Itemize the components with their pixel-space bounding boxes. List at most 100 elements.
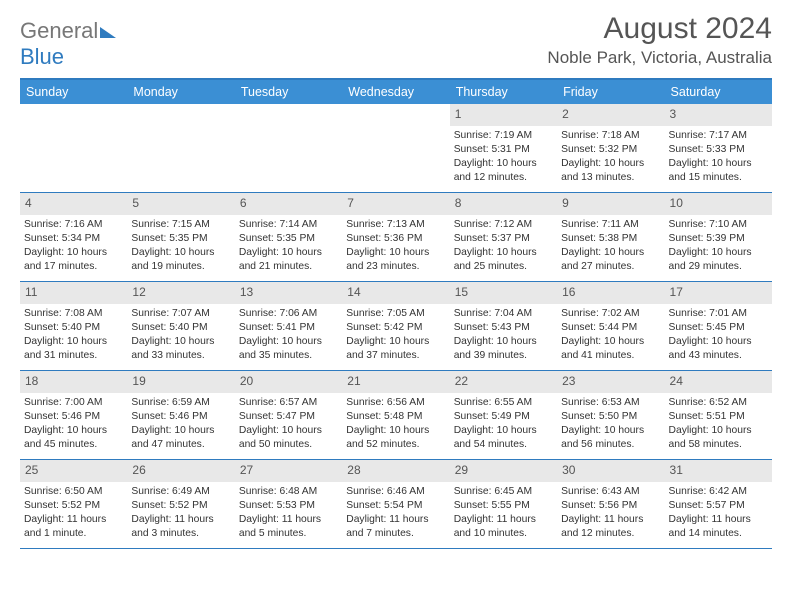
logo-text: General Blue [20, 18, 116, 70]
day-number: 3 [665, 104, 772, 126]
day-content: Sunrise: 6:59 AMSunset: 5:46 PMDaylight:… [131, 396, 230, 452]
sunrise-text: Sunrise: 6:45 AM [454, 485, 553, 498]
day-number: 16 [557, 282, 664, 304]
sunrise-text: Sunrise: 7:07 AM [131, 307, 230, 320]
daylight-text: Daylight: 11 hours and 1 minute. [24, 513, 123, 540]
sunrise-text: Sunrise: 7:05 AM [346, 307, 445, 320]
day-number: 19 [127, 371, 234, 393]
sunset-text: Sunset: 5:56 PM [561, 499, 660, 512]
daylight-text: Daylight: 10 hours and 31 minutes. [24, 335, 123, 362]
sunset-text: Sunset: 5:36 PM [346, 232, 445, 245]
day-content: Sunrise: 7:19 AMSunset: 5:31 PMDaylight:… [454, 129, 553, 185]
calendar: SundayMondayTuesdayWednesdayThursdayFrid… [20, 78, 772, 549]
day-cell: 12Sunrise: 7:07 AMSunset: 5:40 PMDayligh… [127, 282, 234, 370]
sunrise-text: Sunrise: 7:08 AM [24, 307, 123, 320]
sunset-text: Sunset: 5:34 PM [24, 232, 123, 245]
daylight-text: Daylight: 10 hours and 25 minutes. [454, 246, 553, 273]
day-number: 7 [342, 193, 449, 215]
day-content: Sunrise: 7:10 AMSunset: 5:39 PMDaylight:… [669, 218, 768, 274]
day-cell: 7 Sunrise: 7:13 AMSunset: 5:36 PMDaylight… [342, 193, 449, 281]
daylight-text: Daylight: 10 hours and 41 minutes. [561, 335, 660, 362]
day-content: Sunrise: 7:18 AMSunset: 5:32 PMDaylight:… [561, 129, 660, 185]
day-cell: 11Sunrise: 7:08 AMSunset: 5:40 PMDayligh… [20, 282, 127, 370]
day-cell: 4Sunrise: 7:16 AMSunset: 5:34 PMDaylight… [20, 193, 127, 281]
day-cell: 29 Sunrise: 6:45 AMSunset: 5:55 PMDayligh… [450, 460, 557, 548]
day-number: 23 [557, 371, 664, 393]
daylight-text: Daylight: 10 hours and 58 minutes. [669, 424, 768, 451]
day-content: Sunrise: 6:53 AMSunset: 5:50 PMDaylight:… [561, 396, 660, 452]
day-content: Sunrise: 7:13 AMSunset: 5:36 PMDaylight:… [346, 218, 445, 274]
day-number: 9 [557, 193, 664, 215]
day-content: Sunrise: 6:52 AMSunset: 5:51 PMDaylight:… [669, 396, 768, 452]
day-cell: 13Sunrise: 7:06 AMSunset: 5:41 PMDayligh… [235, 282, 342, 370]
day-content: Sunrise: 7:08 AMSunset: 5:40 PMDaylight:… [24, 307, 123, 363]
sunrise-text: Sunrise: 7:11 AM [561, 218, 660, 231]
day-number: 20 [235, 371, 342, 393]
day-content: Sunrise: 7:12 AMSunset: 5:37 PMDaylight:… [454, 218, 553, 274]
daylight-text: Daylight: 10 hours and 13 minutes. [561, 157, 660, 184]
sunset-text: Sunset: 5:42 PM [346, 321, 445, 334]
day-content: Sunrise: 6:57 AMSunset: 5:47 PMDaylight:… [239, 396, 338, 452]
title-block: August 2024 Noble Park, Victoria, Austra… [547, 12, 772, 68]
sunset-text: Sunset: 5:32 PM [561, 143, 660, 156]
day-cell: 8 Sunrise: 7:12 AMSunset: 5:37 PMDaylight… [450, 193, 557, 281]
daylight-text: Daylight: 10 hours and 12 minutes. [454, 157, 553, 184]
daylight-text: Daylight: 10 hours and 27 minutes. [561, 246, 660, 273]
day-cell: 14Sunrise: 7:05 AMSunset: 5:42 PMDayligh… [342, 282, 449, 370]
sunset-text: Sunset: 5:51 PM [669, 410, 768, 423]
daylight-text: Daylight: 10 hours and 33 minutes. [131, 335, 230, 362]
sunset-text: Sunset: 5:54 PM [346, 499, 445, 512]
day-content: Sunrise: 6:46 AMSunset: 5:54 PMDaylight:… [346, 485, 445, 541]
logo-part1: General [20, 18, 98, 43]
day-cell: 17Sunrise: 7:01 AMSunset: 5:45 PMDayligh… [665, 282, 772, 370]
daylight-text: Daylight: 10 hours and 50 minutes. [239, 424, 338, 451]
day-cell: 3Sunrise: 7:17 AMSunset: 5:33 PMDaylight… [665, 104, 772, 192]
daylight-text: Daylight: 10 hours and 56 minutes. [561, 424, 660, 451]
day-cell: 16Sunrise: 7:02 AMSunset: 5:44 PMDayligh… [557, 282, 664, 370]
sunrise-text: Sunrise: 7:19 AM [454, 129, 553, 142]
sunrise-text: Sunrise: 6:52 AM [669, 396, 768, 409]
day-cell: . [342, 104, 449, 192]
day-number: 15 [450, 282, 557, 304]
daylight-text: Daylight: 10 hours and 47 minutes. [131, 424, 230, 451]
day-content: Sunrise: 7:16 AMSunset: 5:34 PMDaylight:… [24, 218, 123, 274]
daylight-text: Daylight: 11 hours and 5 minutes. [239, 513, 338, 540]
sunrise-text: Sunrise: 6:56 AM [346, 396, 445, 409]
sunrise-text: Sunrise: 7:18 AM [561, 129, 660, 142]
day-cell: 20 Sunrise: 6:57 AMSunset: 5:47 PMDayligh… [235, 371, 342, 459]
day-cell: . [127, 104, 234, 192]
day-number: 8 [450, 193, 557, 215]
day-cell: 25Sunrise: 6:50 AMSunset: 5:52 PMDayligh… [20, 460, 127, 548]
sunrise-text: Sunrise: 7:17 AM [669, 129, 768, 142]
week-row: 18Sunrise: 7:00 AMSunset: 5:46 PMDayligh… [20, 371, 772, 460]
location: Noble Park, Victoria, Australia [547, 48, 772, 68]
day-content: Sunrise: 7:15 AMSunset: 5:35 PMDaylight:… [131, 218, 230, 274]
day-content: Sunrise: 6:55 AMSunset: 5:49 PMDaylight:… [454, 396, 553, 452]
day-content: Sunrise: 7:06 AMSunset: 5:41 PMDaylight:… [239, 307, 338, 363]
day-content: Sunrise: 7:11 AMSunset: 5:38 PMDaylight:… [561, 218, 660, 274]
day-cell: 22Sunrise: 6:55 AMSunset: 5:49 PMDayligh… [450, 371, 557, 459]
day-cell: 5 Sunrise: 7:15 AMSunset: 5:35 PMDaylight… [127, 193, 234, 281]
sunrise-text: Sunrise: 7:01 AM [669, 307, 768, 320]
sunset-text: Sunset: 5:35 PM [239, 232, 338, 245]
sunset-text: Sunset: 5:35 PM [131, 232, 230, 245]
weeks-container: ....1Sunrise: 7:19 AMSunset: 5:31 PMDayl… [20, 104, 772, 549]
day-cell: 31Sunrise: 6:42 AMSunset: 5:57 PMDayligh… [665, 460, 772, 548]
sunset-text: Sunset: 5:50 PM [561, 410, 660, 423]
day-number: 26 [127, 460, 234, 482]
day-cell: 28Sunrise: 6:46 AMSunset: 5:54 PMDayligh… [342, 460, 449, 548]
sunrise-text: Sunrise: 7:00 AM [24, 396, 123, 409]
day-number: 29 [450, 460, 557, 482]
daylight-text: Daylight: 10 hours and 19 minutes. [131, 246, 230, 273]
day-cell: 9 Sunrise: 7:11 AMSunset: 5:38 PMDaylight… [557, 193, 664, 281]
day-header-row: SundayMondayTuesdayWednesdayThursdayFrid… [20, 80, 772, 104]
sunrise-text: Sunrise: 6:53 AM [561, 396, 660, 409]
day-number: 5 [127, 193, 234, 215]
day-cell: 24Sunrise: 6:52 AMSunset: 5:51 PMDayligh… [665, 371, 772, 459]
sunrise-text: Sunrise: 6:48 AM [239, 485, 338, 498]
sunset-text: Sunset: 5:53 PM [239, 499, 338, 512]
daylight-text: Daylight: 10 hours and 35 minutes. [239, 335, 338, 362]
day-content: Sunrise: 6:50 AMSunset: 5:52 PMDaylight:… [24, 485, 123, 541]
day-header: Monday [127, 80, 234, 104]
day-content: Sunrise: 6:45 AMSunset: 5:55 PMDaylight:… [454, 485, 553, 541]
